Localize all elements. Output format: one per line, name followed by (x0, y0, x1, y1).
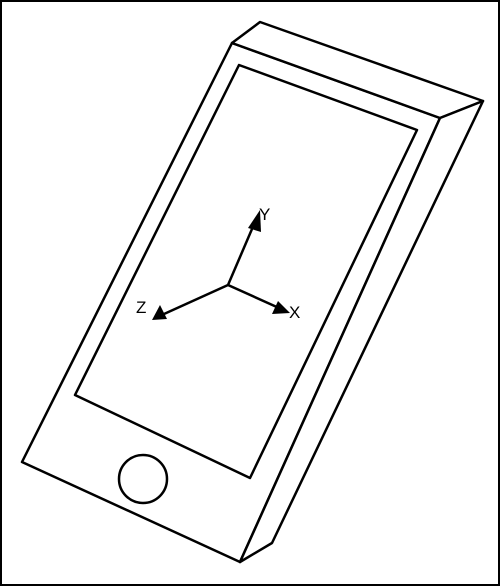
z-axis-arrowhead (152, 305, 167, 320)
y-axis-label: Y (259, 205, 270, 224)
z-axis-line (163, 283, 229, 316)
z-axis-label: Z (136, 298, 146, 317)
axes-group: Y X Z (136, 205, 300, 322)
x-axis-arrowhead (272, 301, 290, 314)
y-axis-line (226, 221, 257, 286)
x-axis-label: X (289, 303, 300, 322)
circle-button-icon (117, 453, 169, 505)
phone-screen (73, 63, 419, 480)
y-axis-arrowhead (248, 210, 261, 232)
phone-right-side (238, 99, 485, 564)
x-axis-line (227, 283, 280, 310)
